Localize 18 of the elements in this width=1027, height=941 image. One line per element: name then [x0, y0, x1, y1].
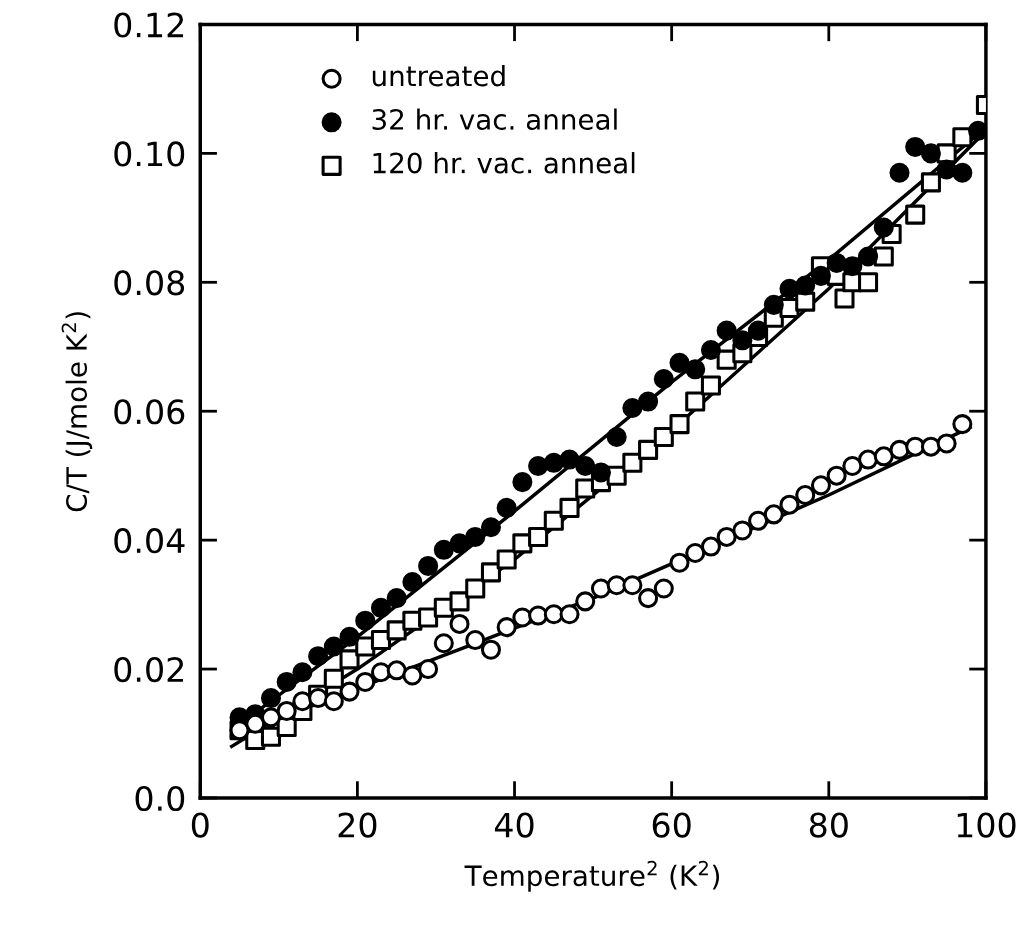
x-axis-title: Temperature$^{2}$ (K$^{2}$) [464, 860, 720, 892]
y-tick-label: 0.02 [114, 656, 184, 683]
x-tick-label: 80 [809, 812, 848, 838]
legend-label: 32 hr. vac. anneal [372, 108, 617, 130]
x-tick-label: 0 [191, 812, 209, 838]
legend-label: 120 hr. vac. anneal [373, 152, 635, 174]
y-tick-label: 0.12 [114, 12, 184, 38]
y-tick-label: 0.06 [114, 399, 185, 425]
x-tick-label: 100 [957, 812, 1016, 838]
y-tick-label: 0.0 [135, 785, 185, 812]
x-tick-label: 60 [652, 812, 691, 838]
y-tick-label: 0.08 [114, 270, 185, 296]
y-tick-label: 0.04 [114, 528, 185, 554]
x-tick-label: 40 [494, 812, 534, 838]
legend-label: untreated [372, 64, 505, 87]
y-tick-label: 0.10 [114, 141, 185, 167]
y-axis-title: C/T (J/mole K$^{2}$) [61, 312, 93, 512]
x-tick-label: 20 [338, 812, 377, 838]
